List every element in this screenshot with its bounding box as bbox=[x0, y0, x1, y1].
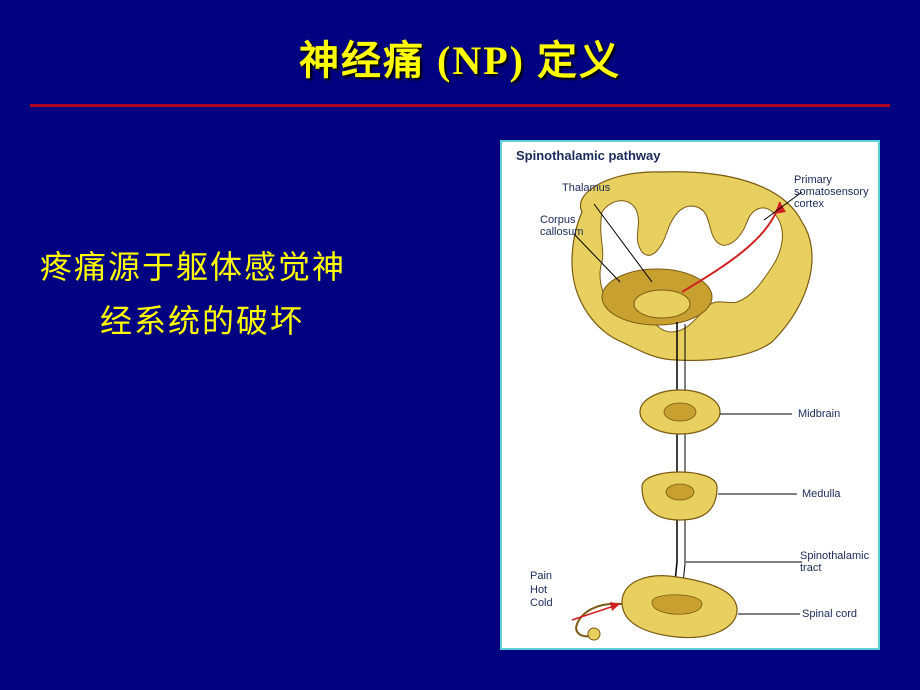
body-line-2: 经系统的破坏 bbox=[40, 294, 480, 348]
label-spinothalamic-tract: Spinothalamic tract bbox=[800, 550, 869, 574]
title-en: (NP) bbox=[437, 38, 525, 83]
label-midbrain: Midbrain bbox=[798, 408, 840, 420]
title-divider bbox=[30, 104, 890, 107]
label-spinal-cord: Spinal cord bbox=[802, 608, 857, 620]
figure-inner: Spinothalamic pathway bbox=[502, 142, 878, 648]
label-medulla: Medulla bbox=[802, 488, 841, 500]
slide: 神经痛 (NP) 定义 疼痛源于躯体感觉神 经系统的破坏 Spinothalam… bbox=[0, 0, 920, 690]
label-corpus-callosum: Corpus callosum bbox=[540, 214, 583, 238]
body-text: 疼痛源于躯体感觉神 经系统的破坏 bbox=[40, 240, 480, 349]
title-cn-post: 定义 bbox=[537, 38, 621, 83]
slide-title: 神经痛 (NP) 定义 bbox=[0, 0, 920, 86]
label-primary-cortex: Primary somatosensory cortex bbox=[794, 174, 869, 210]
label-stimuli: Pain Hot Cold bbox=[530, 570, 553, 610]
label-thalamus: Thalamus bbox=[562, 182, 610, 194]
title-cn-pre: 神经痛 bbox=[299, 38, 425, 83]
body-line-1: 疼痛源于躯体感觉神 bbox=[40, 249, 346, 285]
text-column: 疼痛源于躯体感觉神 经系统的破坏 bbox=[0, 120, 480, 690]
figure-panel: Spinothalamic pathway bbox=[500, 140, 880, 650]
content-area: 疼痛源于躯体感觉神 经系统的破坏 Spinothalamic pathway bbox=[0, 120, 920, 690]
